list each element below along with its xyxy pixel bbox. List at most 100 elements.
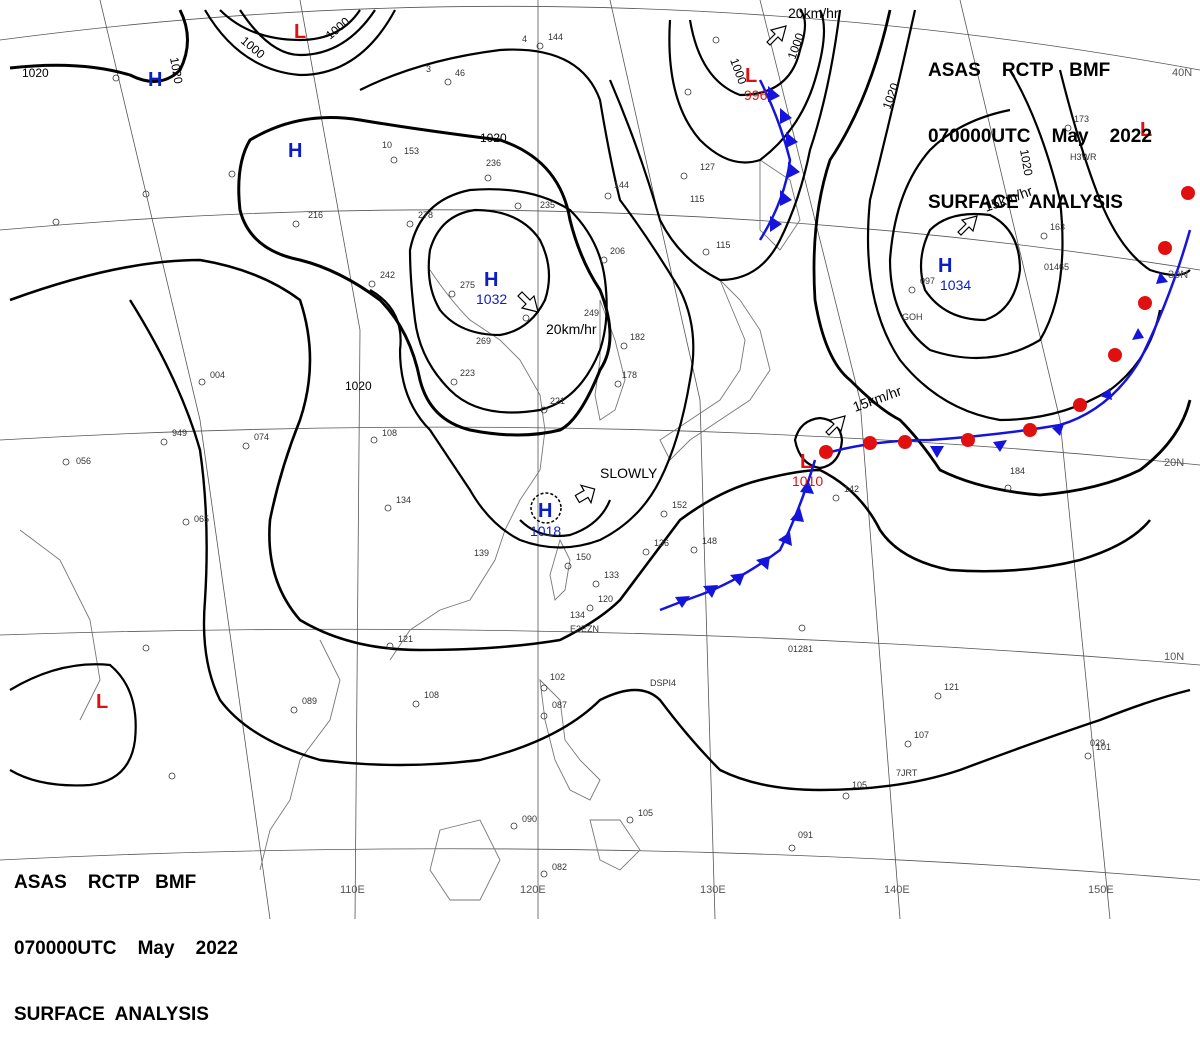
- station-value: 182: [630, 332, 645, 342]
- high-center-value: 1032: [476, 291, 507, 307]
- latitude-label: 20N: [1164, 457, 1184, 469]
- isobar-1012-west-low: [9, 663, 137, 787]
- station-value: 029: [1090, 738, 1105, 748]
- station-value: 249: [584, 308, 599, 318]
- station-value: 121: [944, 682, 959, 692]
- station-value: 090: [522, 814, 537, 824]
- coast-borneo: [429, 819, 501, 901]
- high-center-value: 1034: [940, 277, 971, 293]
- station-value: 178: [622, 370, 637, 380]
- stationary-triangle: [1132, 328, 1144, 340]
- low-center-value: 996: [744, 87, 768, 103]
- cold-front-triangle: [780, 190, 792, 206]
- station-symbol: [62, 458, 70, 466]
- high-center-value: 1018: [530, 523, 561, 539]
- station-value: 223: [460, 368, 475, 378]
- station-symbol: [522, 314, 530, 322]
- station-symbol: [586, 604, 594, 612]
- station-symbol: [290, 706, 298, 714]
- station-symbol: [1084, 752, 1092, 760]
- station-value: 115: [690, 194, 704, 204]
- station-value: 206: [610, 246, 625, 256]
- warm-front-semicircle: [819, 445, 833, 459]
- station-symbol: [390, 156, 398, 164]
- coast-korea: [594, 299, 626, 421]
- cold-front-triangle: [790, 508, 804, 522]
- latitude-label: 30N: [1168, 269, 1188, 281]
- low-center: L: [745, 65, 757, 87]
- coast-luzon: [539, 678, 601, 801]
- station-value: 152: [672, 500, 687, 510]
- meridian-140e: [759, 0, 901, 919]
- station-value: 097: [920, 276, 935, 286]
- coast-india: [19, 529, 101, 721]
- station-symbols: [52, 36, 1092, 878]
- station-value: 105: [852, 780, 867, 790]
- header-line-1: ASAS RCTP BMF: [928, 60, 1111, 81]
- station-code: GOH: [902, 312, 923, 322]
- station-symbol: [702, 248, 710, 256]
- station-symbol: [660, 510, 668, 518]
- parallel-0n: [0, 848, 1200, 881]
- station-value: 105: [638, 808, 653, 818]
- station-symbol: [832, 494, 840, 502]
- station-value: 139: [474, 548, 489, 558]
- isobar-1012-south: [128, 299, 1191, 792]
- header-line-1: ASAS RCTP BMF: [14, 872, 197, 893]
- station-code: DSPI4: [650, 678, 676, 688]
- station-value: 4: [522, 34, 527, 44]
- station-symbol: [182, 518, 190, 526]
- isobar-1028: [408, 188, 608, 414]
- station-symbol: [690, 546, 698, 554]
- warm-front-semicircle: [863, 436, 877, 450]
- warm-front-semicircle: [1073, 398, 1087, 412]
- header-top-right: ASAS RCTP BMF 070000UTC May 2022 SURFACE…: [928, 16, 1152, 236]
- station-value: 074: [254, 432, 269, 442]
- high-center: H: [484, 269, 498, 291]
- station-symbol: [368, 280, 376, 288]
- station-symbol: [1064, 124, 1072, 132]
- stationary-triangle: [1156, 272, 1168, 284]
- station-code: 01465: [1044, 262, 1069, 272]
- warm-front-semicircle: [1108, 348, 1122, 362]
- warm-front-semicircle: [1138, 296, 1152, 310]
- station-value: 108: [382, 428, 397, 438]
- motion-label: 20km/hr: [788, 5, 839, 21]
- warm-front-semicircle: [1181, 186, 1195, 200]
- station-value: 133: [604, 570, 619, 580]
- station-symbol: [934, 692, 942, 700]
- cold-front-triangle: [800, 480, 814, 494]
- station-symbol: [412, 700, 420, 708]
- latitude-label: 10N: [1164, 651, 1184, 663]
- low-center: L: [800, 451, 812, 473]
- isobar-1020-central: [237, 116, 612, 437]
- parallel-30n: [0, 209, 1200, 271]
- fronts: [659, 79, 1195, 612]
- cold-front-triangle: [780, 108, 792, 124]
- station-value: 275: [460, 280, 475, 290]
- motion-arrow: [825, 415, 846, 436]
- longitude-label: 120E: [520, 884, 546, 896]
- longitude-label: 110E: [340, 884, 365, 896]
- high-center: H: [148, 69, 162, 91]
- high-center: H: [538, 500, 552, 522]
- station-value: 115: [716, 240, 730, 250]
- station-value: 089: [302, 696, 317, 706]
- station-symbol: [712, 36, 720, 44]
- station-value: 056: [76, 456, 91, 466]
- cold-front-triangle: [770, 216, 782, 232]
- station-symbol: [614, 380, 622, 388]
- station-value: 235: [540, 200, 555, 210]
- station-symbol: [450, 378, 458, 386]
- station-symbol: [228, 170, 236, 178]
- station-value: 134: [396, 495, 411, 505]
- coast-hokkaido: [759, 159, 801, 251]
- station-symbol: [160, 438, 168, 446]
- high-center: H: [288, 140, 302, 162]
- station-value: 142: [844, 484, 859, 494]
- isobar-1000-top: [219, 9, 361, 42]
- station-symbol: [406, 220, 414, 228]
- cold-front-triangle: [756, 556, 770, 570]
- cold-front-triangle: [778, 532, 792, 546]
- station-symbol: [536, 42, 544, 50]
